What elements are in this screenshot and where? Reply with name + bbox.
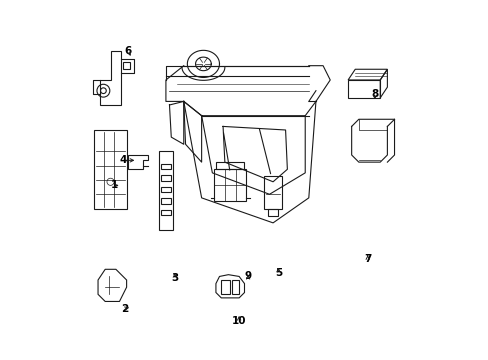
Text: 8: 8 bbox=[370, 89, 378, 99]
Text: 4: 4 bbox=[119, 156, 126, 165]
Text: 9: 9 bbox=[244, 271, 251, 282]
Text: 7: 7 bbox=[363, 253, 371, 264]
Text: 3: 3 bbox=[171, 273, 178, 283]
Text: 10: 10 bbox=[231, 316, 246, 326]
Text: 6: 6 bbox=[124, 46, 132, 57]
Text: 1: 1 bbox=[110, 180, 118, 190]
Text: 2: 2 bbox=[121, 303, 128, 314]
Text: 5: 5 bbox=[274, 268, 282, 278]
